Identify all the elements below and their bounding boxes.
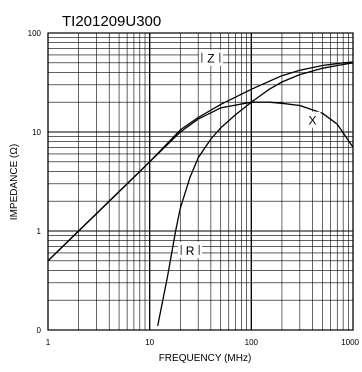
- series-line-r: [157, 62, 354, 327]
- curve-label-r: R: [178, 241, 203, 258]
- y-tick-label: 0: [37, 326, 42, 335]
- x-tick-label: 1000: [341, 338, 359, 347]
- curve-label-x: X: [304, 111, 321, 128]
- curve-label-background: [304, 111, 321, 128]
- curve-label-background: [178, 241, 203, 258]
- y-tick-label: 1: [37, 227, 42, 236]
- series-lines: [47, 61, 354, 327]
- grid: [47, 32, 354, 331]
- x-tick-label: 1: [46, 338, 51, 347]
- x-tick-label: 10: [145, 338, 154, 347]
- curve-label-text: Z: [207, 52, 214, 66]
- y-tick-label: 10: [32, 128, 41, 137]
- curve-label-text: R: [186, 244, 195, 258]
- curve-label-text: X: [309, 114, 317, 128]
- y-axis-label: IMPEDANCE (Ω): [9, 144, 20, 220]
- x-axis-label: FREQUENCY (MHz): [159, 353, 252, 364]
- chart-title: TI201209U300: [62, 13, 161, 30]
- x-tick-label: 100: [245, 338, 259, 347]
- curve-labels: Z X R: [178, 49, 321, 258]
- curve-label-background: [198, 49, 223, 66]
- y-tick-label: 100: [28, 29, 42, 38]
- curve-label-z: Z: [198, 49, 223, 66]
- plot-frame: [47, 32, 354, 331]
- series-line-x: [47, 101, 354, 262]
